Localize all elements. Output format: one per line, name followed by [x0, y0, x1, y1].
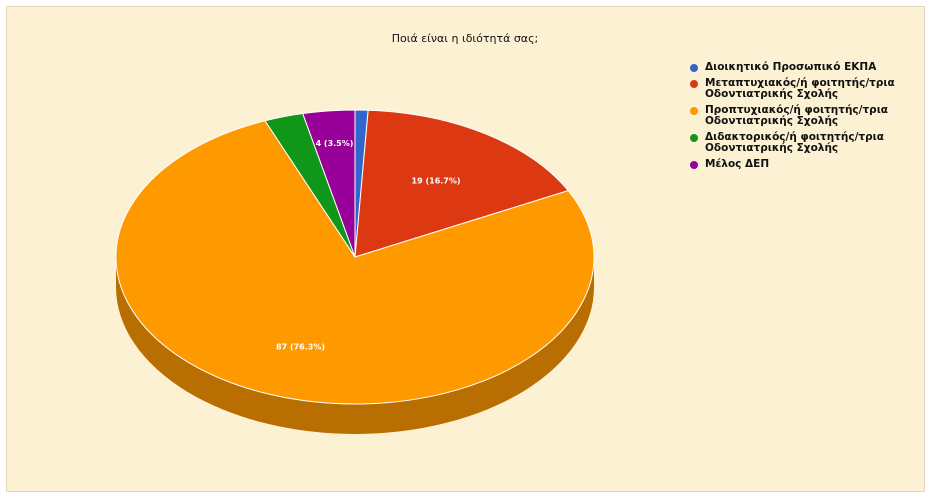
legend-label: Διδακτορικός/ή φοιτητής/τρια Οδοντιατρικ… [705, 131, 884, 154]
legend-item[interactable]: Διδακτορικός/ή φοιτητής/τρια Οδοντιατρικ… [690, 132, 930, 154]
legend-item[interactable]: Προπτυχιακός/ή φοιτητής/τρια Οδοντιατρικ… [690, 105, 930, 127]
legend-item[interactable]: Μέλος ΔΕΠ [690, 159, 930, 170]
chart-legend: Διοικητικό Προσωπικό ΕΚΠΑ Μεταπτυχιακός/ή… [690, 62, 930, 175]
chart-title: Ποιά είναι η ιδιότητά σας; [391, 32, 539, 45]
legend-marker-icon [690, 161, 698, 169]
legend-item[interactable]: Μεταπτυχιακός/ή φοιτητής/τρια Οδοντιατρι… [690, 78, 930, 100]
pie-slice[interactable] [354, 109, 570, 258]
pie-data-labels: 19 (16.7%) 87 (76.3%) 4 (3.5%) [276, 139, 461, 351]
pie-data-label: 19 (16.7%) [412, 177, 461, 186]
legend-label: Διοικητικό Προσωπικό ΕΚΠΑ [705, 61, 877, 73]
legend-marker-icon [690, 80, 698, 88]
legend-marker-icon [690, 107, 698, 115]
legend-label: Μεταπτυχιακός/ή φοιτητής/τρια Οδοντιατρι… [705, 77, 895, 100]
legend-marker-icon [690, 134, 698, 142]
legend-item[interactable]: Διοικητικό Προσωπικό ΕΚΠΑ [690, 62, 930, 73]
pie-3d-edge [116, 257, 594, 434]
pie-slices [115, 109, 595, 405]
pie-data-label: 4 (3.5%) [316, 139, 354, 148]
pie-data-label: 87 (76.3%) [276, 342, 325, 351]
pie-slice[interactable] [115, 120, 595, 405]
legend-marker-icon [690, 64, 698, 72]
legend-label: Μέλος ΔΕΠ [705, 158, 770, 170]
pie-slice-edge [116, 257, 594, 434]
pie-slice[interactable] [302, 109, 356, 258]
legend-label: Προπτυχιακός/ή φοιτητής/τρια Οδοντιατρικ… [705, 104, 889, 127]
